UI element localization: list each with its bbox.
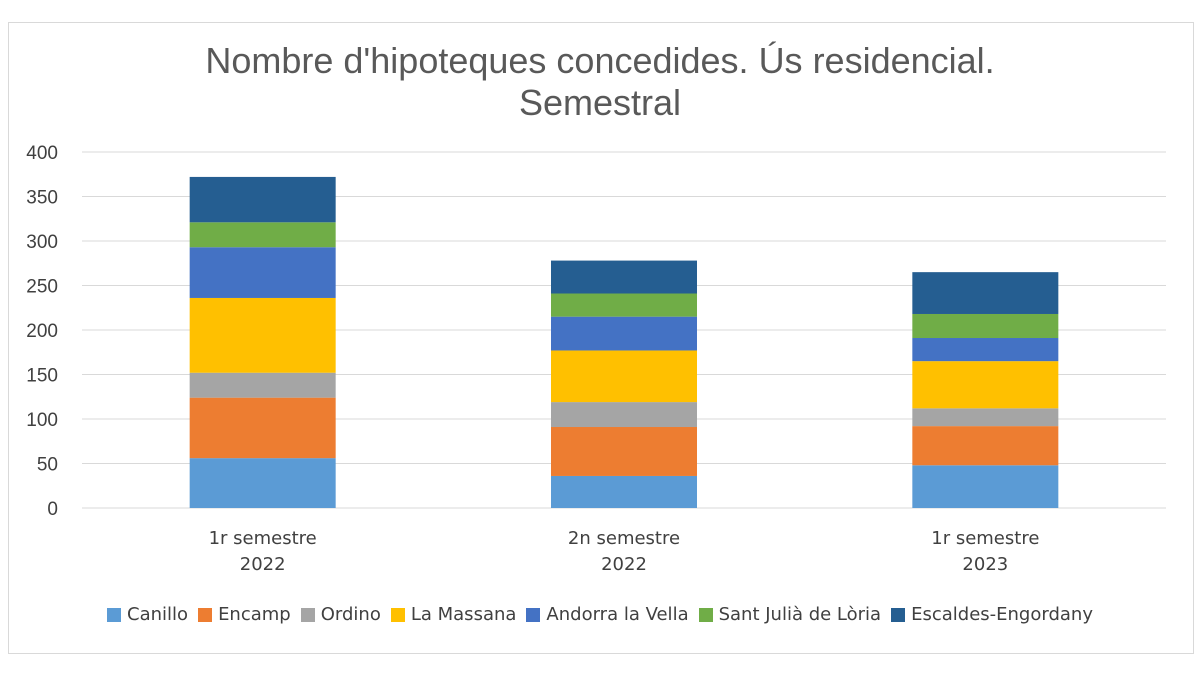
y-tick-label: 200	[26, 321, 58, 342]
legend-label: Encamp	[218, 604, 291, 625]
bar-segment	[912, 465, 1059, 508]
legend-label: Ordino	[320, 604, 381, 625]
bar-segment	[551, 427, 697, 476]
x-category-label: 2022	[601, 554, 647, 575]
x-category-label: 2023	[962, 554, 1008, 575]
legend-swatch	[300, 607, 315, 622]
bar-segment	[189, 297, 336, 373]
y-tick-label: 400	[26, 143, 58, 164]
bar-segment	[912, 272, 1059, 314]
legend-item: Escaldes-Engordany	[891, 604, 1093, 625]
legend-label: La Massana	[410, 604, 517, 625]
bar-segment	[189, 222, 336, 248]
x-category-label: 2022	[240, 554, 286, 575]
legend-item: Ordino	[300, 604, 381, 625]
legend-item: Canillo	[107, 604, 188, 625]
bar-segment	[551, 350, 697, 403]
bar-segment	[912, 313, 1059, 339]
legend-swatch	[698, 607, 713, 622]
bar-segment	[551, 260, 697, 294]
chart-subtitle: Semestral	[518, 82, 682, 123]
bar-segment	[189, 458, 336, 508]
bar-segment	[189, 397, 336, 459]
bar-segment	[551, 402, 697, 428]
y-tick-label: 0	[47, 499, 58, 520]
y-tick-label: 50	[37, 455, 58, 476]
legend-swatch	[390, 607, 405, 622]
chart-legend: Canillo Encamp Ordino La Massana Andorra la …	[0, 604, 1200, 625]
x-category-label: 2n semestre	[568, 528, 680, 549]
y-tick-label: 100	[26, 410, 58, 431]
bar-segment	[912, 338, 1059, 362]
bar-segment	[912, 408, 1059, 427]
legend-item: Sant Julià de Lòria	[698, 604, 882, 625]
bar-segment	[551, 475, 697, 508]
legend-swatch	[526, 607, 541, 622]
legend-label: Escaldes-Engordany	[911, 604, 1093, 625]
y-tick-label: 350	[26, 188, 58, 209]
y-tick-label: 250	[26, 277, 58, 298]
y-tick-label: 300	[26, 232, 58, 253]
x-category-label: 1r semestre	[931, 528, 1039, 549]
bar-segment	[189, 176, 336, 223]
bar-segment	[189, 372, 336, 398]
legend-item: Andorra la Vella	[526, 604, 689, 625]
y-tick-label: 150	[26, 366, 58, 387]
chart-title: Nombre d'hipoteques concedides. Ús resid…	[205, 40, 995, 81]
legend-label: Andorra la Vella	[546, 604, 689, 625]
bar-segment	[912, 361, 1059, 409]
legend-swatch	[107, 607, 122, 622]
legend-label: Canillo	[127, 604, 189, 625]
bar-segment	[551, 316, 697, 351]
legend-item: Encamp	[198, 604, 291, 625]
bar-segment	[912, 426, 1059, 466]
legend-swatch	[198, 607, 213, 622]
legend-item: La Massana	[390, 604, 517, 625]
x-category-label: 1r semestre	[209, 528, 317, 549]
legend-label: Sant Julià de Lòria	[718, 604, 882, 625]
legend-swatch	[891, 607, 906, 622]
bar-segment	[551, 293, 697, 317]
bar-segment	[189, 247, 336, 298]
